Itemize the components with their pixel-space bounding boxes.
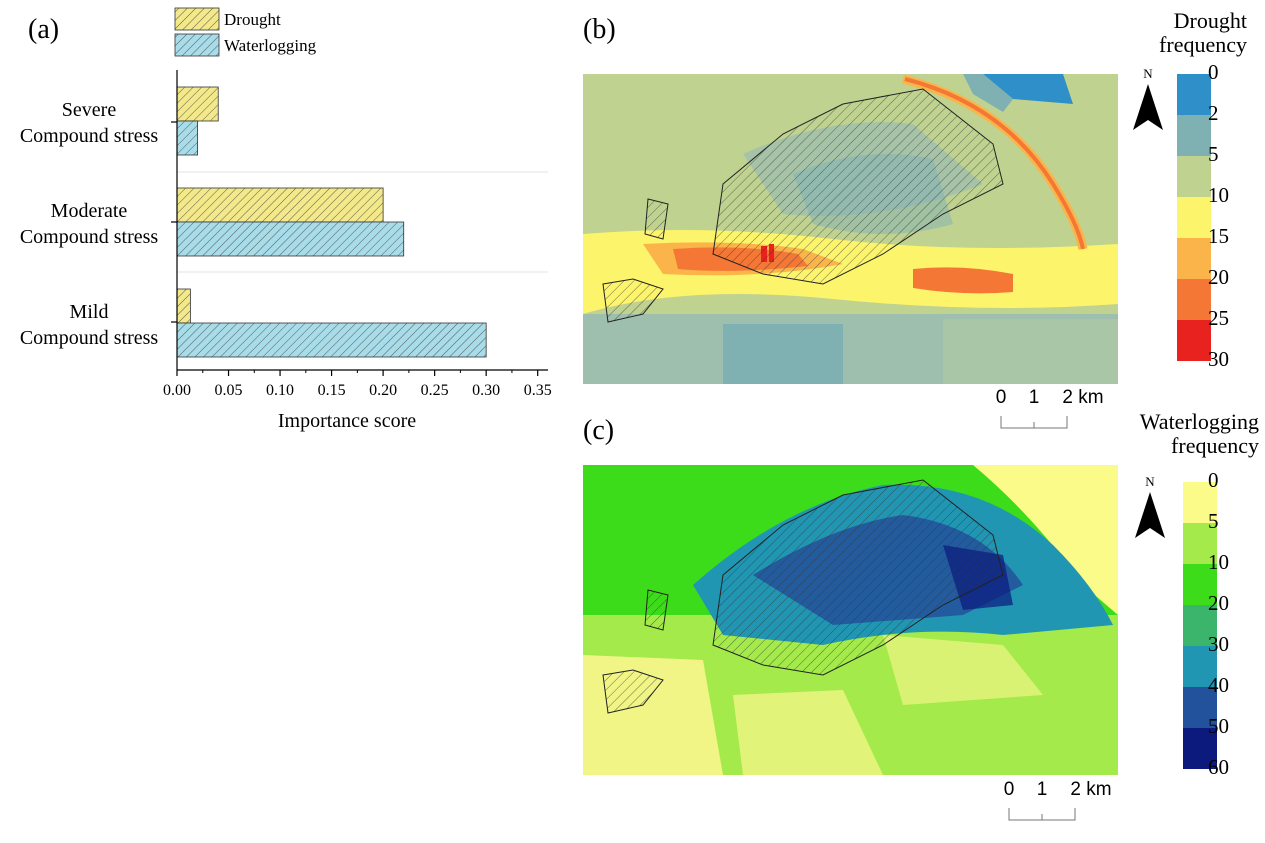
panel-label-b: (b) (583, 14, 616, 45)
scale-bar: 0 1 2 km (995, 384, 1105, 438)
chart-bars (176, 86, 487, 358)
drought-frequency-map (583, 74, 1118, 384)
x-tick-labels: 0.00 0.05 0.10 0.15 0.20 0.25 0.30 0.35 (163, 370, 552, 399)
waterlogging-legend-title-line2: frequency (1171, 433, 1259, 458)
category-label-line2: Compound stress (20, 327, 159, 349)
x-tick-label: 0.10 (266, 382, 294, 399)
ramp-tick-label: 30 (1208, 632, 1229, 656)
waterlogging-legend-title-line1: Waterlogging (1139, 409, 1259, 434)
ramp-swatch (1183, 646, 1217, 687)
x-tick-label: 0.35 (524, 382, 552, 399)
ramp-swatch (1177, 74, 1211, 115)
scale-label-0: 0 (1004, 779, 1015, 800)
ramp-tick-label: 5 (1208, 509, 1219, 533)
ramp-tick-label: 60 (1208, 755, 1229, 779)
ramp-swatch (1183, 482, 1217, 523)
north-label: N (1143, 66, 1153, 81)
category-label-line1: Severe (62, 99, 117, 121)
ramp-tick-label: 25 (1208, 306, 1229, 330)
ramp-swatch (1183, 564, 1217, 605)
waterlogging-frequency-map (583, 465, 1118, 775)
panel-label-a: (a) (28, 14, 60, 45)
ramp-tick-label: 10 (1208, 550, 1229, 574)
chart-gridlines (177, 171, 548, 273)
ramp-swatch (1183, 523, 1217, 564)
ramp-swatch (1183, 728, 1217, 769)
ramp-swatch (1177, 238, 1211, 279)
scale-label-2: 2 km (1062, 387, 1103, 408)
ramp-tick-label: 2 (1208, 101, 1219, 125)
legend-label-waterlogging: Waterlogging (224, 36, 317, 55)
x-tick-label: 0.20 (369, 382, 397, 399)
scale-label-1: 1 (1029, 387, 1040, 408)
north-label: N (1145, 474, 1155, 489)
ramp-tick-label: 40 (1208, 673, 1229, 697)
ramp-swatch (1177, 115, 1211, 156)
ramp-swatch (1177, 197, 1211, 238)
north-arrow-icon: N (1135, 474, 1165, 538)
ramp-tick-label: 10 (1208, 183, 1229, 207)
x-tick-label: 0.25 (421, 382, 449, 399)
ramp-tick-label: 0 (1208, 468, 1219, 492)
ramp-tick-label: 15 (1208, 224, 1229, 248)
waterlogging-color-ramp (1183, 482, 1217, 769)
ramp-swatch (1183, 605, 1217, 646)
panel-label-c: (c) (583, 415, 615, 446)
ramp-tick-label: 0 (1208, 60, 1219, 84)
scale-label-1: 1 (1037, 779, 1048, 800)
ramp-tick-label: 20 (1208, 591, 1229, 615)
drought-color-ramp (1177, 74, 1211, 361)
scale-label-0: 0 (996, 387, 1007, 408)
x-tick-label: 0.15 (318, 382, 346, 399)
ramp-swatch (1177, 279, 1211, 320)
bar-chart: Drought Waterlogging 0.00 0.05 0.10 0.15 0.20… (20, 7, 552, 432)
north-arrow-icon: N (1133, 66, 1163, 130)
ramp-tick-label: 20 (1208, 265, 1229, 289)
category-labels: Severe Compound stress Moderate Compound st… (20, 99, 159, 349)
chart-legend: Drought Waterlogging (174, 7, 317, 57)
drought-legend-title: Drought frequency (1159, 9, 1247, 57)
x-axis-label: Importance score (278, 410, 416, 432)
drought-legend-title-line1: Drought (1173, 8, 1247, 33)
scale-label-2: 2 km (1070, 779, 1111, 800)
drought-legend-title-line2: frequency (1159, 32, 1247, 57)
x-tick-label: 0.30 (472, 382, 500, 399)
category-label-line2: Compound stress (20, 125, 159, 147)
category-label-line1: Mild (70, 301, 109, 323)
waterlogging-legend-title: Waterlogging frequency (1140, 410, 1259, 458)
x-tick-label: 0.05 (215, 382, 243, 399)
ramp-swatch (1177, 320, 1211, 361)
ramp-tick-label: 50 (1208, 714, 1229, 738)
ramp-swatch (1183, 687, 1217, 728)
x-tick-label: 0.00 (163, 382, 191, 399)
ramp-tick-label: 30 (1208, 347, 1229, 371)
ramp-tick-label: 5 (1208, 142, 1219, 166)
legend-label-drought: Drought (224, 10, 281, 29)
scale-bar: 0 1 2 km (1003, 776, 1113, 830)
ramp-swatch (1177, 156, 1211, 197)
category-label-line2: Compound stress (20, 226, 159, 248)
category-label-line1: Moderate (51, 200, 128, 222)
